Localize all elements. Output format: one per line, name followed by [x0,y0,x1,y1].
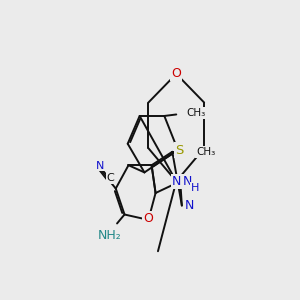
Text: CH₃: CH₃ [187,108,206,118]
Text: N: N [183,175,193,188]
Text: C: C [107,173,115,183]
Text: N: N [172,175,181,188]
Text: N: N [95,160,104,170]
Text: N: N [185,199,194,212]
Text: O: O [143,212,153,225]
Text: CH₃: CH₃ [196,147,215,157]
Text: H: H [191,183,199,193]
Text: NH₂: NH₂ [98,229,122,242]
Text: O: O [171,68,181,80]
Text: S: S [175,143,184,157]
